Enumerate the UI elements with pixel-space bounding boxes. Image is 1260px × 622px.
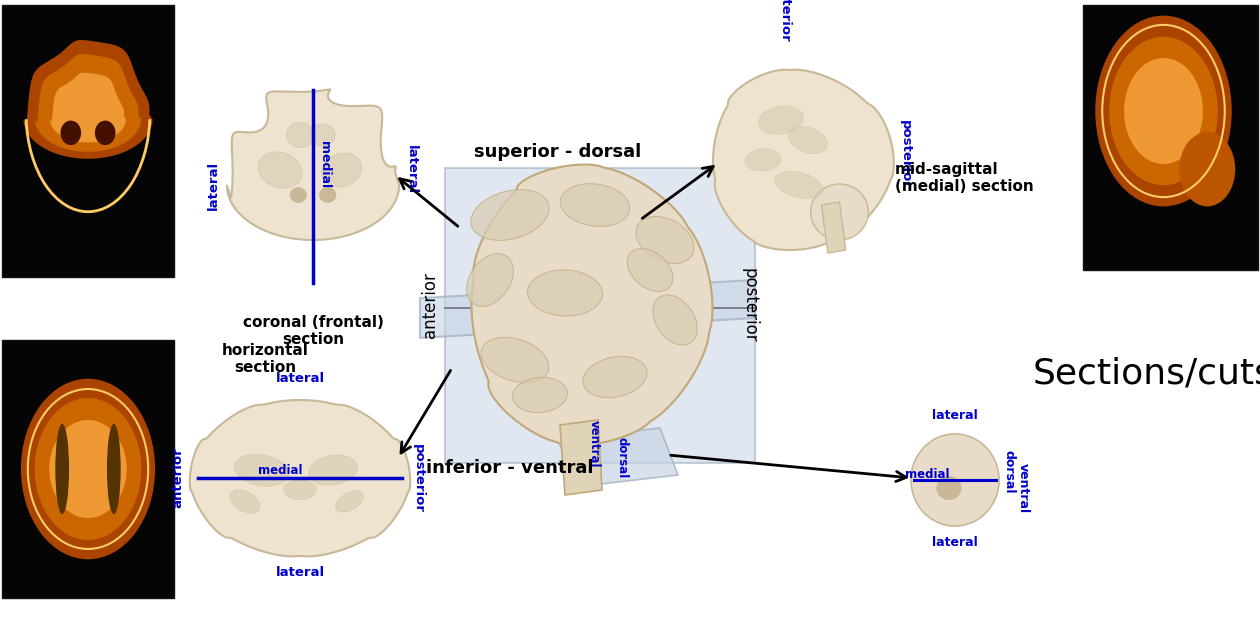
Ellipse shape <box>229 490 260 513</box>
Bar <box>445 168 755 463</box>
Ellipse shape <box>528 270 602 316</box>
Text: anterior: anterior <box>171 448 184 508</box>
Polygon shape <box>810 184 868 240</box>
Text: lateral: lateral <box>932 536 978 549</box>
Text: lateral: lateral <box>404 146 417 195</box>
Ellipse shape <box>335 491 363 512</box>
Ellipse shape <box>653 295 697 345</box>
Text: ventral: ventral <box>1017 463 1029 513</box>
Text: posterior: posterior <box>412 443 425 513</box>
Ellipse shape <box>1095 16 1232 207</box>
Text: mid-sagittal
(medial) section: mid-sagittal (medial) section <box>895 162 1033 194</box>
Ellipse shape <box>107 424 121 514</box>
Polygon shape <box>24 40 152 159</box>
Ellipse shape <box>60 121 81 145</box>
Bar <box>1084 5 1257 270</box>
Text: lateral: lateral <box>207 160 219 210</box>
Ellipse shape <box>466 254 513 307</box>
Text: dorsal: dorsal <box>1003 450 1016 494</box>
Text: superior - dorsal: superior - dorsal <box>474 143 641 161</box>
Text: dorsal: dorsal <box>615 437 629 478</box>
Polygon shape <box>911 434 999 526</box>
Polygon shape <box>713 70 893 250</box>
Text: inferior - ventral: inferior - ventral <box>426 459 593 477</box>
Ellipse shape <box>513 378 567 412</box>
Ellipse shape <box>745 149 781 171</box>
Ellipse shape <box>320 187 336 203</box>
Ellipse shape <box>290 187 306 203</box>
Ellipse shape <box>627 249 673 292</box>
Text: medial: medial <box>319 141 331 188</box>
Ellipse shape <box>471 190 549 240</box>
Ellipse shape <box>775 171 823 198</box>
Text: medial: medial <box>905 468 949 481</box>
Bar <box>3 5 174 277</box>
Text: anterior: anterior <box>421 272 438 338</box>
Ellipse shape <box>759 106 804 134</box>
Ellipse shape <box>49 420 127 518</box>
Polygon shape <box>558 428 678 487</box>
Ellipse shape <box>284 480 316 499</box>
Polygon shape <box>227 90 399 240</box>
Text: lateral: lateral <box>276 372 325 385</box>
Bar <box>3 340 174 598</box>
Ellipse shape <box>1109 37 1217 185</box>
Ellipse shape <box>1179 132 1235 207</box>
Text: posterior: posterior <box>898 121 911 190</box>
Ellipse shape <box>309 455 358 485</box>
Ellipse shape <box>481 337 549 383</box>
Polygon shape <box>35 54 141 152</box>
Ellipse shape <box>35 398 141 540</box>
Text: anterior: anterior <box>779 0 791 42</box>
Polygon shape <box>190 400 411 556</box>
Ellipse shape <box>636 216 694 264</box>
Polygon shape <box>559 420 602 495</box>
Ellipse shape <box>789 126 828 154</box>
Polygon shape <box>471 165 712 445</box>
Ellipse shape <box>21 379 155 559</box>
Ellipse shape <box>937 476 961 499</box>
Text: ventral: ventral <box>587 420 601 468</box>
Ellipse shape <box>258 152 302 188</box>
Text: lateral: lateral <box>932 409 978 422</box>
Ellipse shape <box>286 123 315 147</box>
Text: posterior: posterior <box>741 267 759 342</box>
Ellipse shape <box>234 454 289 486</box>
Polygon shape <box>420 280 755 338</box>
Ellipse shape <box>321 153 362 187</box>
Polygon shape <box>50 73 126 142</box>
Text: Sections/cuts: Sections/cuts <box>1032 356 1260 390</box>
Text: medial: medial <box>258 463 302 476</box>
Ellipse shape <box>1124 58 1203 164</box>
Ellipse shape <box>310 124 335 146</box>
Ellipse shape <box>561 183 630 226</box>
Text: lateral: lateral <box>276 566 325 579</box>
Polygon shape <box>822 202 845 253</box>
Text: horizontal
section: horizontal section <box>222 343 309 375</box>
Ellipse shape <box>55 424 69 514</box>
Ellipse shape <box>583 356 648 397</box>
Text: coronal (frontal)
section: coronal (frontal) section <box>243 315 383 348</box>
Ellipse shape <box>94 121 116 145</box>
